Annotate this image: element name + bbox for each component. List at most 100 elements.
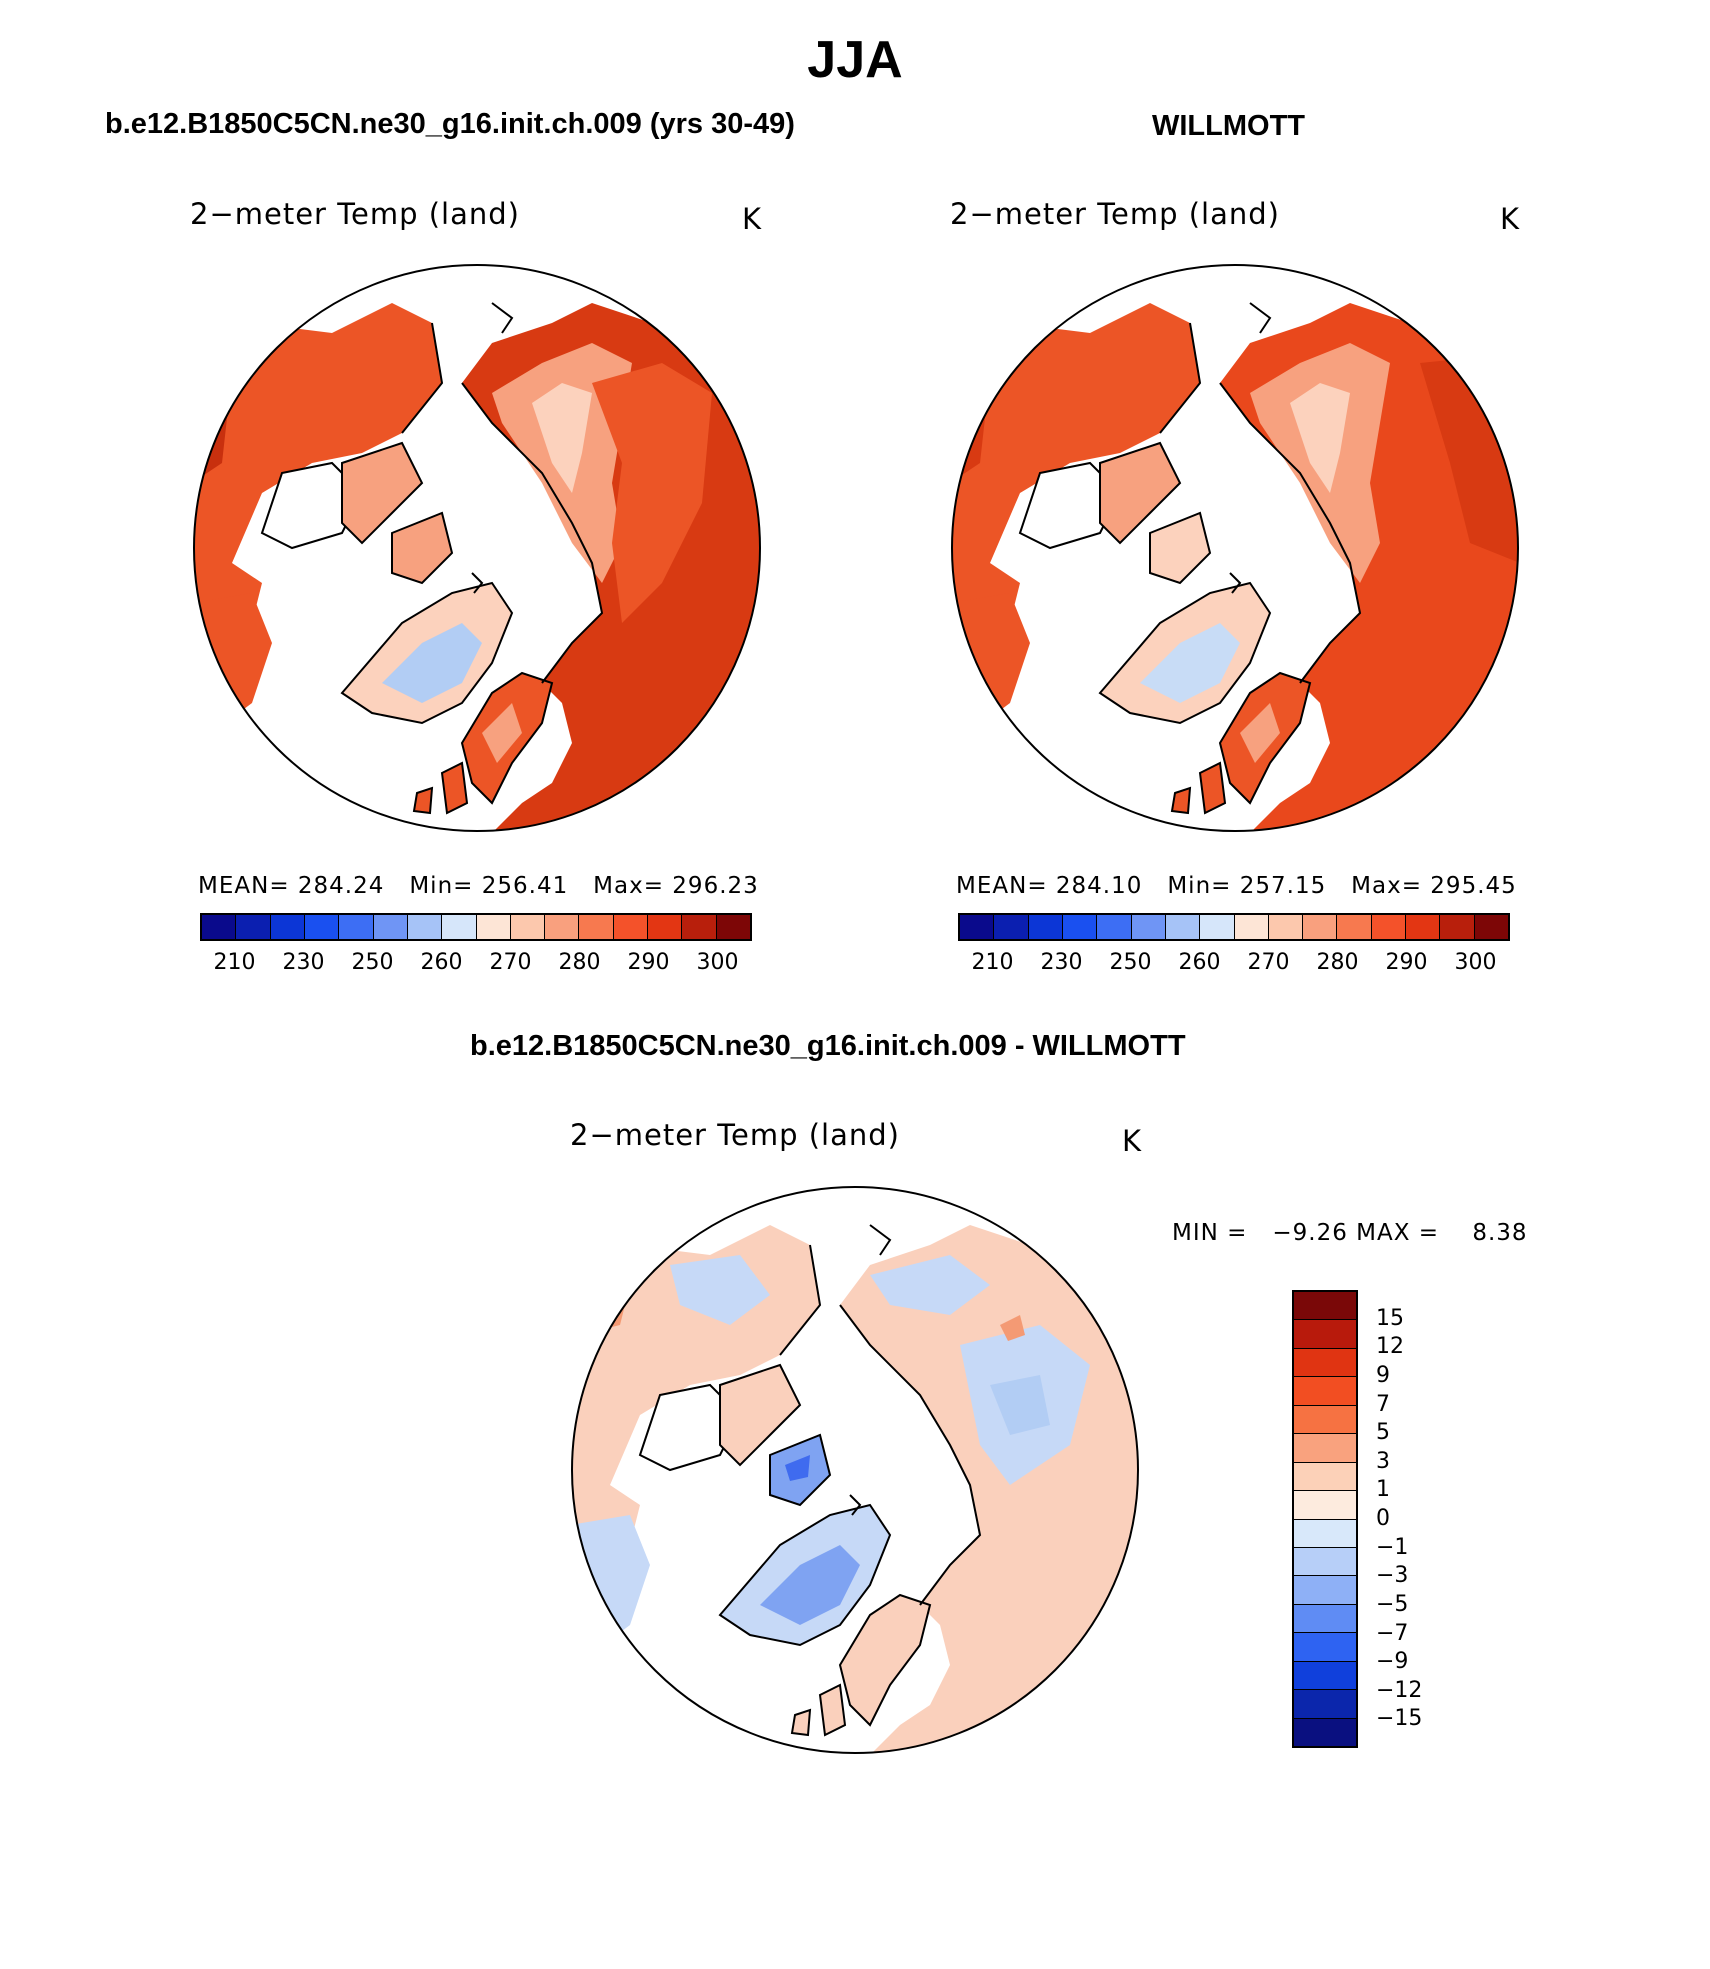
- colorbar-swatch: [579, 915, 614, 939]
- diff-colorbar-ticks: 15 12 9 7 5 3 1 0 −1 −3 −5 −7 −9 −12 −15: [1376, 1290, 1456, 1748]
- colorbar-swatch: [1294, 1547, 1356, 1577]
- colorbar-swatch: [1294, 1462, 1356, 1492]
- obs-colorbar-ticks: 210 230 250 260 270 280 290 300: [958, 950, 1510, 980]
- colorbar-tick-label: 7: [1376, 1391, 1390, 1417]
- colorbar-tick-label: 230: [282, 950, 325, 975]
- colorbar-swatch: [1371, 915, 1407, 939]
- mean-label: MEAN=: [956, 873, 1048, 899]
- colorbar-tick-label: −12: [1376, 1677, 1423, 1703]
- max-label: Max=: [1351, 873, 1422, 899]
- colorbar-tick-label: 290: [1385, 950, 1428, 975]
- model-stats: MEAN= 284.24 Min= 256.41 Max= 296.23: [198, 873, 759, 899]
- colorbar-swatch: [1294, 1576, 1356, 1605]
- colorbar-swatch: [1294, 1491, 1356, 1520]
- north-america-land: [952, 303, 1200, 633]
- north-america-land: [194, 303, 442, 633]
- colorbar-swatch: [270, 915, 305, 939]
- colorbar-swatch: [1294, 1405, 1356, 1435]
- diff-panel-heading: b.e12.B1850C5CN.ne30_g16.init.ch.009 - W…: [470, 1030, 1186, 1062]
- min-value: 256.41: [481, 873, 569, 899]
- diff-polar-map: [571, 1186, 1139, 1754]
- colorbar-tick-label: −7: [1376, 1620, 1409, 1646]
- colorbar-swatch: [1294, 1718, 1356, 1746]
- colorbar-tick-label: 12: [1376, 1334, 1404, 1360]
- colorbar-swatch: [1294, 1292, 1356, 1321]
- colorbar-swatch: [1294, 1320, 1356, 1349]
- diff-colorbar: [1292, 1290, 1358, 1748]
- min-value: 257.15: [1239, 873, 1327, 899]
- model-colorbar: [200, 913, 752, 941]
- colorbar-swatch: [510, 915, 546, 939]
- colorbar-swatch: [1294, 1519, 1356, 1548]
- colorbar-tick-label: 9: [1376, 1362, 1390, 1388]
- min-label: Min=: [409, 873, 474, 899]
- colorbar-swatch: [1294, 1690, 1356, 1719]
- model-polar-map: [193, 264, 761, 832]
- colorbar-tick-label: 250: [351, 950, 394, 975]
- figure-title: JJA: [807, 31, 903, 89]
- colorbar-swatch: [442, 915, 477, 939]
- max-value: 295.45: [1430, 873, 1517, 899]
- colorbar-tick-label: −3: [1376, 1563, 1409, 1589]
- colorbar-swatch: [1294, 1377, 1356, 1406]
- mean-value: 284.24: [297, 873, 385, 899]
- colorbar-swatch: [1200, 915, 1235, 939]
- colorbar-tick-label: 270: [489, 950, 532, 975]
- colorbar-swatch: [716, 915, 750, 939]
- colorbar-swatch: [1268, 915, 1304, 939]
- colorbar-swatch: [476, 915, 511, 939]
- colorbar-swatch: [1028, 915, 1063, 939]
- obs-variable-label: 2−meter Temp (land): [950, 197, 1280, 231]
- mean-label: MEAN=: [198, 873, 290, 899]
- obs-panel-heading: WILLMOTT: [1152, 110, 1306, 142]
- colorbar-tick-label: −15: [1376, 1706, 1423, 1732]
- colorbar-swatch: [373, 915, 408, 939]
- colorbar-swatch: [407, 915, 443, 939]
- obs-stats: MEAN= 284.10 Min= 257.15 Max= 295.45: [956, 873, 1517, 899]
- colorbar-tick-label: 260: [420, 950, 463, 975]
- colorbar-tick-label: 0: [1376, 1506, 1390, 1531]
- colorbar-swatch: [1062, 915, 1098, 939]
- obs-units-label: K: [1500, 202, 1521, 236]
- colorbar-tick-label: 210: [213, 950, 256, 975]
- max-label: MAX =: [1356, 1220, 1440, 1246]
- colorbar-tick-label: 3: [1376, 1448, 1390, 1474]
- colorbar-swatch: [304, 915, 340, 939]
- colorbar-tick-label: −5: [1376, 1591, 1409, 1617]
- colorbar-tick-label: 210: [971, 950, 1014, 975]
- colorbar-tick-label: 280: [1316, 950, 1359, 975]
- colorbar-swatch: [1303, 915, 1338, 939]
- min-label: MIN =: [1172, 1220, 1248, 1246]
- colorbar-tick-label: 15: [1376, 1305, 1404, 1331]
- diff-variable-label: 2−meter Temp (land): [570, 1118, 900, 1152]
- colorbar-tick-label: −1: [1376, 1534, 1409, 1560]
- model-units-label: K: [742, 202, 763, 236]
- colorbar-swatch: [339, 915, 374, 939]
- max-value: 8.38: [1472, 1220, 1528, 1246]
- colorbar-swatch: [1234, 915, 1269, 939]
- colorbar-tick-label: 280: [558, 950, 601, 975]
- model-panel-heading: b.e12.B1850C5CN.ne30_g16.init.ch.009 (yr…: [105, 108, 795, 140]
- colorbar-swatch: [1294, 1661, 1356, 1691]
- colorbar-swatch: [202, 915, 237, 939]
- colorbar-swatch: [1097, 915, 1132, 939]
- colorbar-swatch: [1440, 915, 1475, 939]
- obs-polar-map: [951, 264, 1519, 832]
- colorbar-tick-label: −9: [1376, 1649, 1409, 1675]
- colorbar-tick-label: 300: [696, 950, 739, 975]
- colorbar-tick-label: 5: [1376, 1420, 1390, 1446]
- max-value: 296.23: [672, 873, 759, 899]
- colorbar-swatch: [236, 915, 271, 939]
- colorbar-tick-label: 270: [1247, 950, 1290, 975]
- obs-colorbar: [958, 913, 1510, 941]
- model-colorbar-ticks: 210 230 250 260 270 280 290 300: [200, 950, 752, 980]
- mean-value: 284.10: [1055, 873, 1143, 899]
- colorbar-tick-label: 260: [1178, 950, 1221, 975]
- diff-units-label: K: [1122, 1124, 1143, 1158]
- colorbar-tick-label: 300: [1454, 950, 1497, 975]
- colorbar-swatch: [1474, 915, 1508, 939]
- colorbar-swatch: [1337, 915, 1372, 939]
- colorbar-swatch: [648, 915, 683, 939]
- colorbar-tick-label: 1: [1376, 1477, 1390, 1503]
- model-variable-label: 2−meter Temp (land): [190, 197, 520, 231]
